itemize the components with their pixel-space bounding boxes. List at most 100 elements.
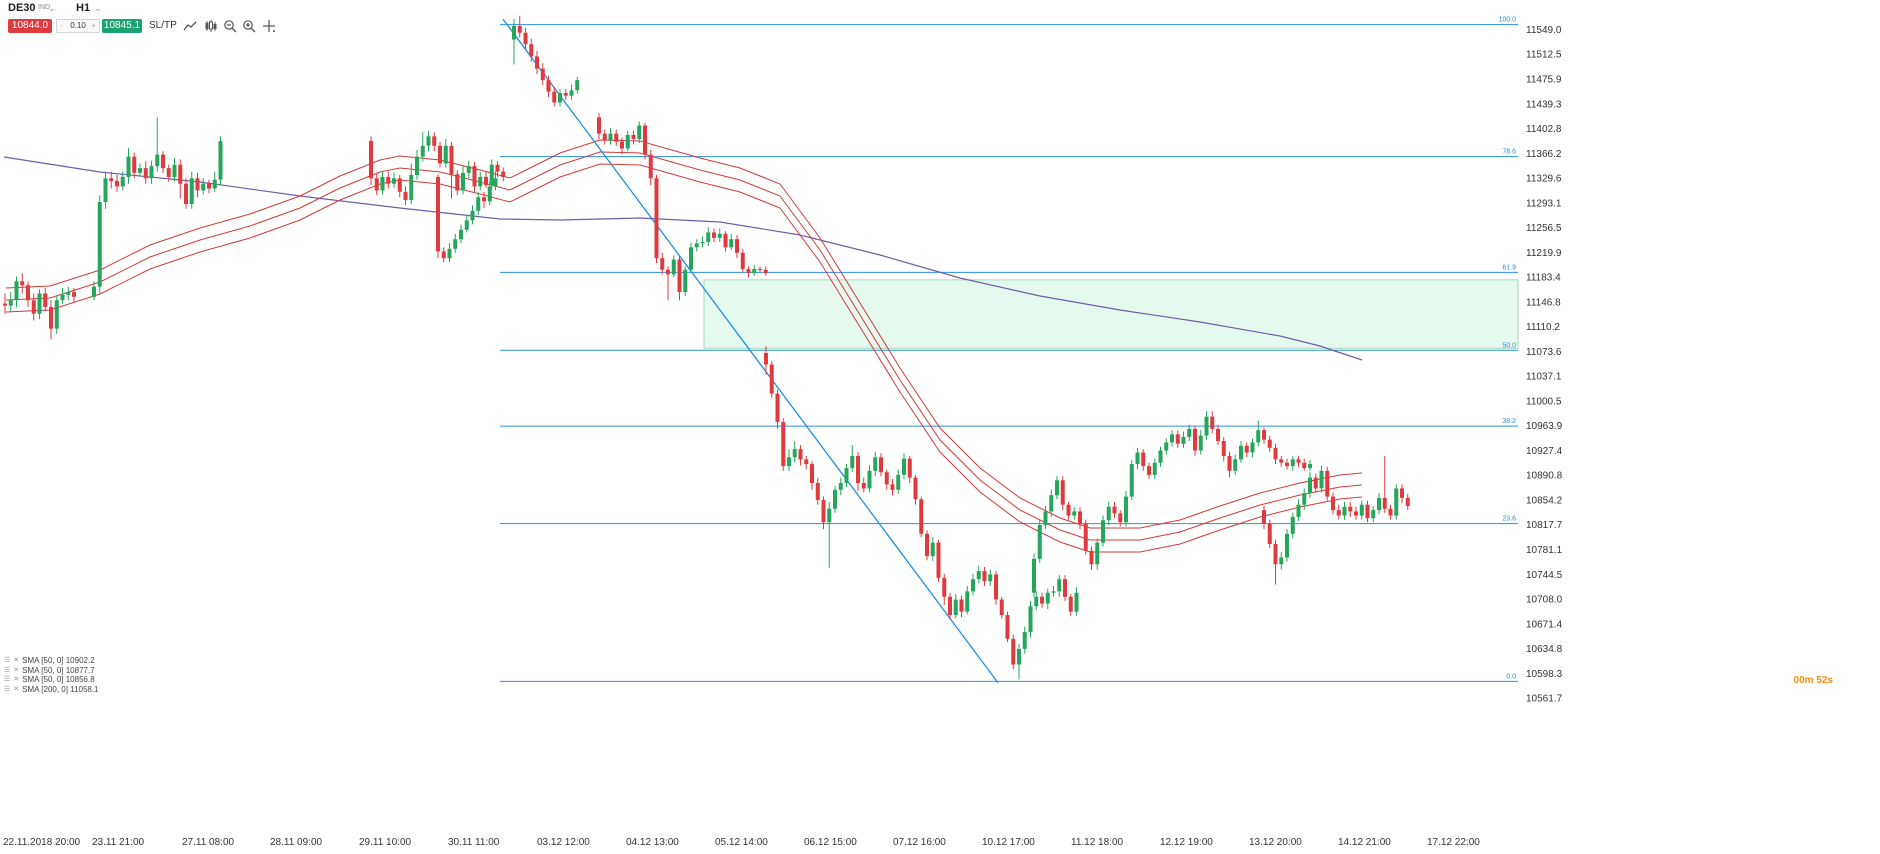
candle[interactable] — [374, 172, 379, 196]
candle[interactable] — [109, 171, 114, 189]
candle[interactable] — [403, 186, 408, 206]
candle[interactable] — [1394, 484, 1399, 520]
candle[interactable] — [1233, 454, 1238, 475]
candle[interactable] — [369, 136, 373, 186]
candle[interactable] — [1043, 506, 1048, 530]
sell-button[interactable]: 10844.0 — [8, 19, 52, 33]
candle[interactable] — [1325, 466, 1330, 501]
candle[interactable] — [890, 478, 895, 496]
candle[interactable] — [1308, 459, 1312, 471]
candle[interactable] — [994, 571, 998, 605]
candle[interactable] — [948, 592, 952, 620]
candle[interactable] — [441, 247, 446, 263]
candle[interactable] — [461, 166, 465, 195]
candle[interactable] — [1296, 499, 1301, 521]
candle[interactable] — [919, 496, 924, 538]
candle[interactable] — [1302, 488, 1307, 511]
candle[interactable] — [1152, 458, 1157, 479]
candle[interactable] — [1135, 447, 1140, 470]
candle[interactable] — [426, 130, 431, 152]
crosshair-icon[interactable] — [262, 19, 276, 33]
candle[interactable] — [683, 266, 688, 297]
zoom-out-icon[interactable] — [223, 19, 237, 33]
trend-line[interactable] — [502, 18, 999, 684]
candle[interactable] — [821, 496, 826, 530]
candle[interactable] — [161, 151, 165, 173]
candle[interactable] — [913, 474, 918, 505]
volume-decrease-button[interactable]: - — [60, 21, 63, 30]
candle[interactable] — [1078, 507, 1082, 530]
candle[interactable] — [723, 231, 728, 252]
candle[interactable] — [1405, 493, 1410, 511]
candle[interactable] — [143, 161, 148, 184]
candle[interactable] — [1354, 506, 1358, 520]
candle[interactable] — [1273, 539, 1278, 585]
candle[interactable] — [1164, 438, 1169, 455]
candle[interactable] — [478, 171, 483, 191]
candle[interactable] — [60, 287, 65, 304]
candle[interactable] — [1400, 484, 1404, 504]
candle[interactable] — [631, 130, 636, 145]
candle[interactable] — [569, 84, 574, 100]
candle[interactable] — [787, 449, 791, 471]
candle[interactable] — [792, 441, 797, 463]
candle[interactable] — [126, 147, 131, 184]
candle[interactable] — [487, 181, 492, 206]
candle[interactable] — [1083, 519, 1088, 555]
candle[interactable] — [1285, 529, 1289, 562]
candle[interactable] — [464, 214, 469, 233]
candle[interactable] — [420, 132, 425, 162]
candle[interactable] — [132, 152, 137, 179]
candle[interactable] — [92, 281, 96, 301]
candle[interactable] — [1005, 611, 1010, 643]
candle[interactable] — [856, 451, 860, 492]
candle[interactable] — [178, 159, 183, 199]
candle[interactable] — [746, 266, 751, 278]
candle[interactable] — [1072, 507, 1077, 520]
candle[interactable] — [1308, 472, 1312, 498]
candle[interactable] — [850, 445, 855, 473]
candle[interactable] — [54, 296, 59, 335]
candle[interactable] — [867, 465, 872, 493]
candle[interactable] — [1063, 575, 1067, 601]
candle[interactable] — [827, 501, 832, 568]
candle[interactable] — [1290, 512, 1295, 539]
candle[interactable] — [489, 159, 494, 189]
candle[interactable] — [495, 161, 500, 177]
legend-item[interactable]: ☰ ✕ SMA [50, 0] 10856.8 — [4, 675, 95, 684]
candle[interactable] — [1032, 553, 1036, 597]
candle[interactable] — [212, 171, 217, 192]
candle[interactable] — [763, 266, 768, 276]
candle[interactable] — [637, 121, 642, 144]
symbol-selector[interactable]: DE30 — [8, 2, 36, 14]
candle[interactable] — [1055, 476, 1059, 500]
candle[interactable] — [115, 174, 119, 192]
candle[interactable] — [138, 163, 142, 177]
candle[interactable] — [717, 228, 722, 242]
candle[interactable] — [415, 149, 419, 180]
supply-zone[interactable] — [703, 279, 1519, 349]
candle[interactable] — [1342, 501, 1347, 520]
candle[interactable] — [1365, 500, 1370, 523]
candle[interactable] — [1181, 431, 1186, 448]
candle[interactable] — [1319, 465, 1324, 493]
symbol-chevron-down-icon[interactable]: ⌄ — [48, 3, 56, 13]
candle[interactable] — [459, 224, 463, 244]
candle[interactable] — [936, 539, 941, 582]
candle[interactable] — [529, 38, 534, 62]
legend-item[interactable]: ☰ ✕ SMA [200, 0] 11058.1 — [4, 684, 99, 694]
candle[interactable] — [1187, 424, 1192, 442]
candle[interactable] — [1290, 455, 1295, 471]
close-icon[interactable]: ✕ — [13, 666, 20, 674]
candle[interactable] — [1216, 424, 1220, 446]
candle[interactable] — [172, 157, 177, 182]
candle[interactable] — [907, 455, 912, 484]
candle[interactable] — [523, 27, 528, 50]
candle[interactable] — [1060, 476, 1065, 511]
candle[interactable] — [432, 132, 437, 152]
candle[interactable] — [597, 113, 601, 140]
candle[interactable] — [1193, 426, 1197, 456]
candle[interactable] — [1118, 510, 1123, 527]
settings-icon[interactable]: ☰ — [4, 676, 11, 683]
volume-value[interactable]: 0.10 — [70, 21, 86, 30]
